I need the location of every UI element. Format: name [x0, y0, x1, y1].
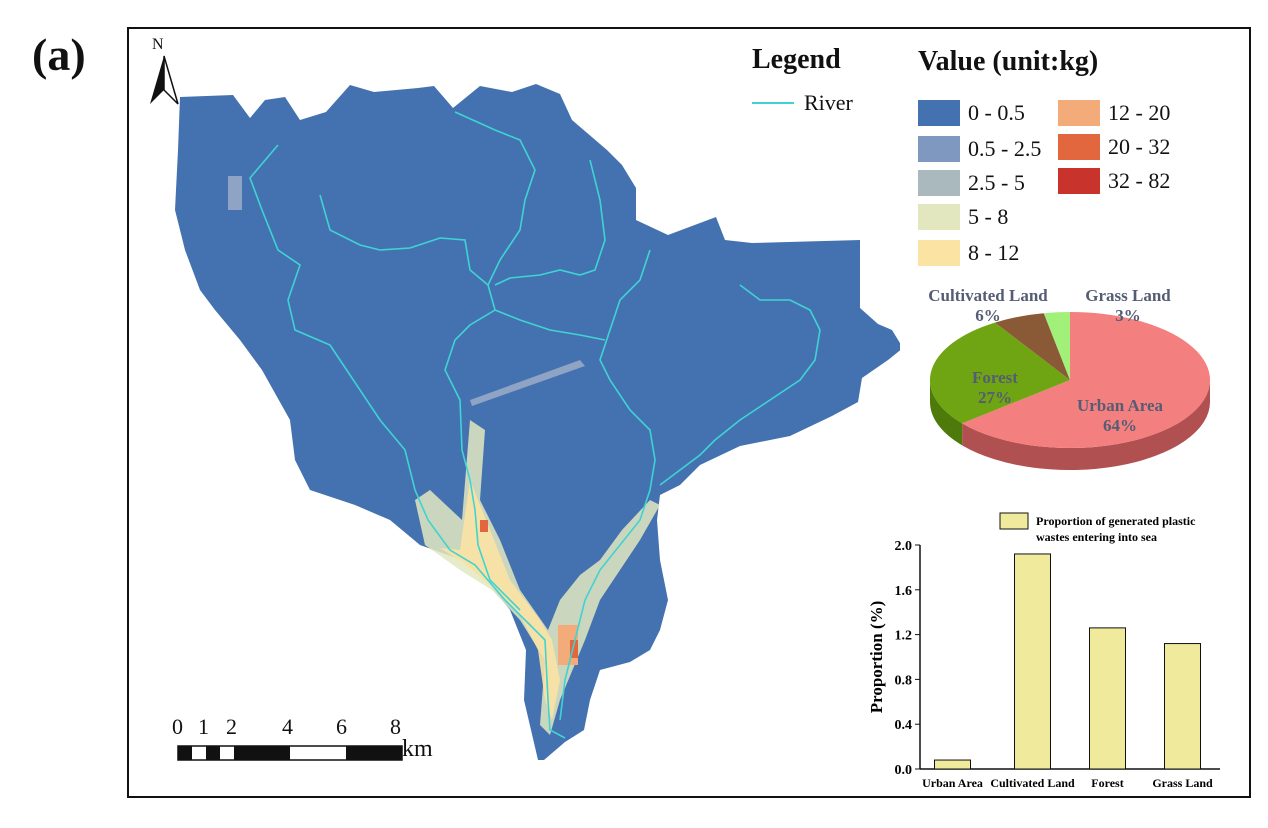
legend-label: wastes entering into sea [1036, 530, 1157, 544]
bar [1164, 643, 1201, 770]
scale-label: 4 [282, 714, 293, 739]
legend-title: Legend [752, 44, 841, 75]
value-class-label: 5 - 8 [968, 204, 1009, 229]
scale-label: 0 [172, 714, 183, 739]
value-swatch [918, 100, 960, 126]
pie-label-urban: Urban Area 64% [1060, 396, 1180, 436]
x-tick-label: Cultivated Land [990, 776, 1075, 790]
value-class-label: 2.5 - 5 [968, 170, 1025, 195]
value-class-label: 20 - 32 [1108, 134, 1171, 159]
pie-slice [1043, 312, 1070, 380]
legend-river-entry: River [752, 90, 853, 116]
pie-slice-name: Urban Area [1076, 396, 1164, 415]
hotspot [570, 640, 578, 658]
value-class-item: 32 - 82 [1058, 168, 1170, 194]
value-class-item: 0 - 0.5 [918, 100, 1025, 126]
hotspot [480, 520, 488, 532]
y-axis-label: Proportion (%) [867, 601, 886, 714]
scale-label: 1 [198, 714, 209, 739]
value-swatch [918, 170, 960, 196]
river-network [249, 111, 821, 739]
value-class-item: 20 - 32 [1058, 134, 1170, 160]
pie-slice-percent: 6% [975, 306, 1001, 325]
pie-chart [930, 312, 1210, 470]
value-class-item: 12 - 20 [1058, 100, 1170, 126]
pie-slice-side [962, 380, 1210, 470]
scale-unit: km [402, 736, 433, 762]
value-swatch [1058, 168, 1100, 194]
pie-slice-name: Grass Land [1085, 286, 1171, 305]
x-tick-label: Grass Land [1152, 776, 1213, 790]
value-class-item: 5 - 8 [918, 204, 1008, 230]
pie-slice [994, 313, 1070, 380]
value-legend-title: Value (unit:kg) [918, 46, 1099, 77]
pie-slice-percent: 3% [1115, 306, 1141, 325]
pie-slice-name: Cultivated Land [928, 286, 1048, 305]
value-swatch [918, 204, 960, 230]
value-class-item: 0.5 - 2.5 [918, 136, 1041, 162]
value-class-label: 8 - 12 [968, 240, 1020, 265]
y-tick-label: 2.0 [895, 539, 913, 554]
x-tick-label: Urban Area [922, 776, 983, 790]
pie-slice [962, 312, 1210, 448]
value-class-label: 0.5 - 2.5 [968, 136, 1042, 161]
bar-chart: 0.0 0.4 0.8 1.2 1.6 2.0 Proportion (%) Urban Ar… [867, 512, 1220, 790]
value-swatch [918, 136, 960, 162]
value-class-item: 2.5 - 5 [918, 170, 1025, 196]
north-label: N [152, 36, 164, 53]
pie-label-forest: Forest 27% [950, 368, 1040, 408]
catchment-area [175, 84, 900, 760]
pie-slice-side [930, 380, 963, 446]
scale-label: 2 [226, 714, 237, 739]
pie-label-grass: Grass Land 3% [1068, 286, 1188, 326]
map-canvas [175, 84, 900, 760]
y-tick-label: 0.4 [895, 718, 913, 733]
y-tick-label: 0.8 [895, 673, 913, 688]
scale-label: 6 [336, 714, 347, 739]
pie-slice-percent: 64% [1103, 416, 1137, 435]
legend-label: Proportion of generated plastic [1036, 514, 1196, 528]
y-tick-label: 1.2 [895, 629, 913, 644]
scale-label: 8 [390, 714, 401, 739]
bar [934, 759, 971, 770]
scale-bar [177, 745, 403, 761]
pie-label-cultivated: Cultivated Land 6% [918, 286, 1058, 326]
value-swatch [1058, 134, 1100, 160]
north-arrow-icon [150, 55, 179, 105]
river-label: River [804, 90, 853, 115]
value-class-item: 8 - 12 [918, 240, 1019, 266]
value-swatch [918, 240, 960, 266]
y-tick-label: 0.0 [895, 763, 913, 778]
bar [1089, 627, 1126, 770]
figure-frame [127, 27, 1251, 798]
river-line-icon [752, 102, 794, 104]
pie-slice [930, 322, 1070, 424]
value-class-label: 0 - 0.5 [968, 100, 1025, 125]
bar [1014, 553, 1051, 770]
pie-slice-name: Forest [972, 368, 1018, 387]
y-tick-label: 1.6 [895, 584, 913, 599]
panel-label: (a) [32, 29, 86, 80]
grey-patch [470, 360, 585, 406]
grey-patch [228, 176, 242, 210]
value-class-label: 32 - 82 [1108, 168, 1171, 193]
value-swatch [1058, 100, 1100, 126]
pie-slice-percent: 27% [978, 388, 1012, 407]
x-tick-label: Forest [1091, 776, 1123, 790]
mid-value-corridor [440, 480, 560, 720]
legend-swatch [999, 512, 1029, 530]
value-class-label: 12 - 20 [1108, 100, 1171, 125]
